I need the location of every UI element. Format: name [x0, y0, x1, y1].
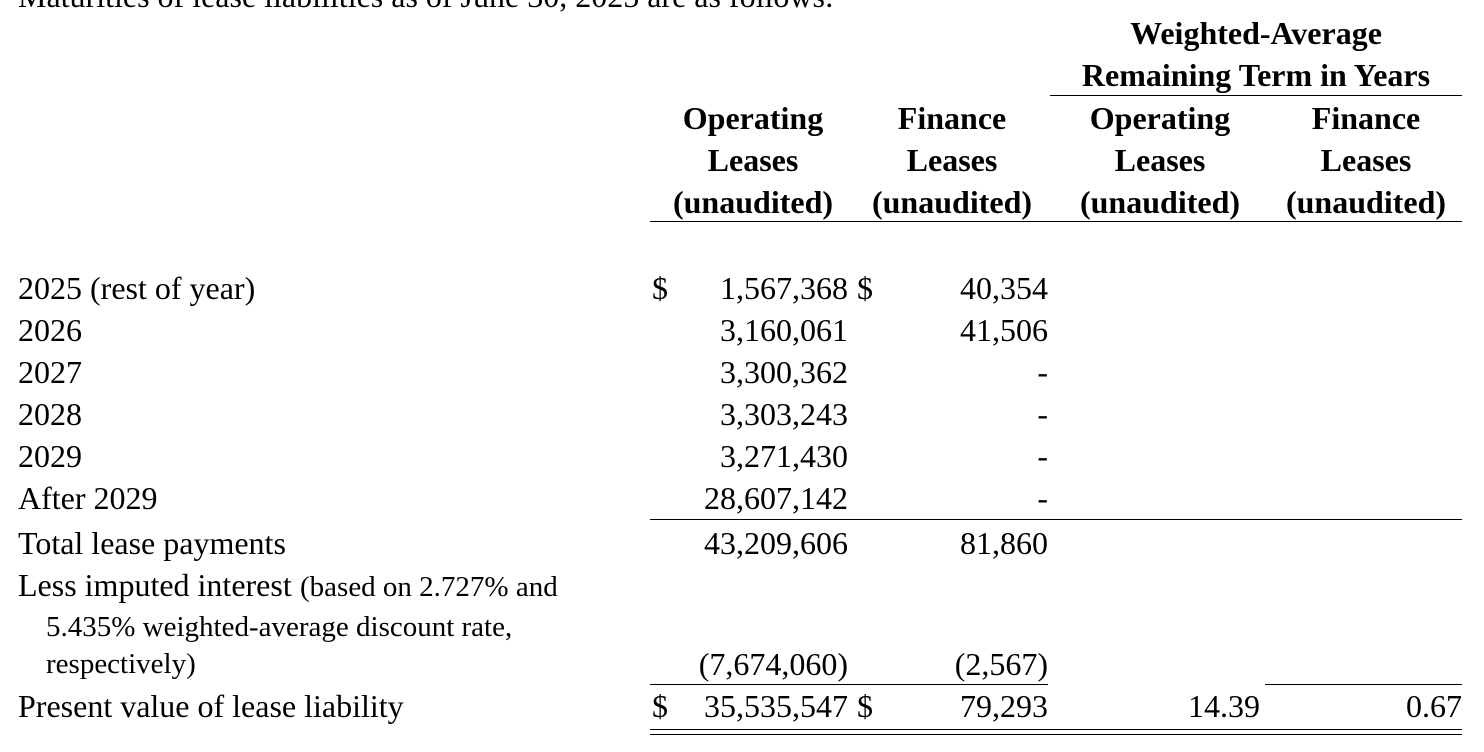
cell-value: 28,607,142 — [704, 480, 848, 516]
group-header: Remaining Term in Years — [1081, 57, 1431, 93]
cell-value: - — [1037, 480, 1048, 516]
rule-line — [650, 729, 1462, 730]
column-header: Finance — [1311, 100, 1421, 136]
column-header: (unaudited) — [871, 184, 1033, 220]
row-note: respectively) — [46, 648, 196, 680]
cell-value: 3,303,243 — [720, 396, 848, 432]
currency-symbol: $ — [652, 688, 668, 724]
cell-value: - — [1037, 438, 1048, 474]
cell-value: - — [1037, 354, 1048, 390]
row-label: Less imputed interest — [18, 567, 292, 603]
column-header: Leases — [1320, 142, 1412, 178]
cell-value: 3,271,430 — [720, 438, 848, 474]
rule-line — [650, 221, 1462, 222]
cell-value: 0.67 — [1406, 688, 1462, 724]
cell-value: 43,209,606 — [704, 525, 848, 561]
currency-symbol: $ — [857, 270, 873, 306]
currency-symbol: $ — [652, 270, 668, 306]
currency-symbol: $ — [857, 688, 873, 724]
rule-line — [650, 684, 1048, 685]
cell-value: 79,293 — [960, 688, 1048, 724]
intro-text: Maturities of lease liabilities as of Ju… — [18, 0, 834, 14]
cell-value: 3,300,362 — [720, 354, 848, 390]
row-label: 2028 — [18, 396, 82, 432]
column-header: Leases — [707, 142, 799, 178]
row-note: 5.435% weighted-average discount rate, — [46, 611, 513, 643]
row-label: 2025 (rest of year) — [18, 270, 256, 306]
column-header: Operating — [682, 100, 824, 136]
cell-value: 3,160,061 — [720, 312, 848, 348]
column-header: Leases — [906, 142, 998, 178]
rule-line — [650, 519, 1462, 520]
row-label: 2026 — [18, 312, 82, 348]
row-label: Present value of lease liability — [18, 688, 404, 724]
cell-value: - — [1037, 396, 1048, 432]
cell-value: (7,674,060) — [698, 646, 848, 682]
cell-value: 40,354 — [960, 270, 1048, 306]
column-header: (unaudited) — [1079, 184, 1241, 220]
row-note: (based on 2.727% and — [300, 571, 558, 603]
column-header: Finance — [897, 100, 1007, 136]
cell-value: 14.39 — [1188, 688, 1260, 724]
cell-value: 81,860 — [960, 525, 1048, 561]
rule-line — [1050, 95, 1462, 96]
row-label: 2029 — [18, 438, 82, 474]
column-header: Operating — [1089, 100, 1231, 136]
cell-value: 1,567,368 — [720, 270, 848, 306]
row-label: After 2029 — [18, 480, 158, 516]
column-header: (unaudited) — [672, 184, 834, 220]
column-header: Leases — [1114, 142, 1206, 178]
cell-value: 41,506 — [960, 312, 1048, 348]
row-label: Total lease payments — [18, 525, 286, 561]
rule-line — [650, 734, 1462, 735]
rule-line — [1265, 684, 1462, 685]
group-header: Weighted-Average — [1130, 15, 1382, 51]
row-label: 2027 — [18, 354, 82, 390]
cell-value: (2,567) — [954, 646, 1048, 682]
cell-value: 35,535,547 — [704, 688, 848, 724]
column-header: (unaudited) — [1285, 184, 1447, 220]
